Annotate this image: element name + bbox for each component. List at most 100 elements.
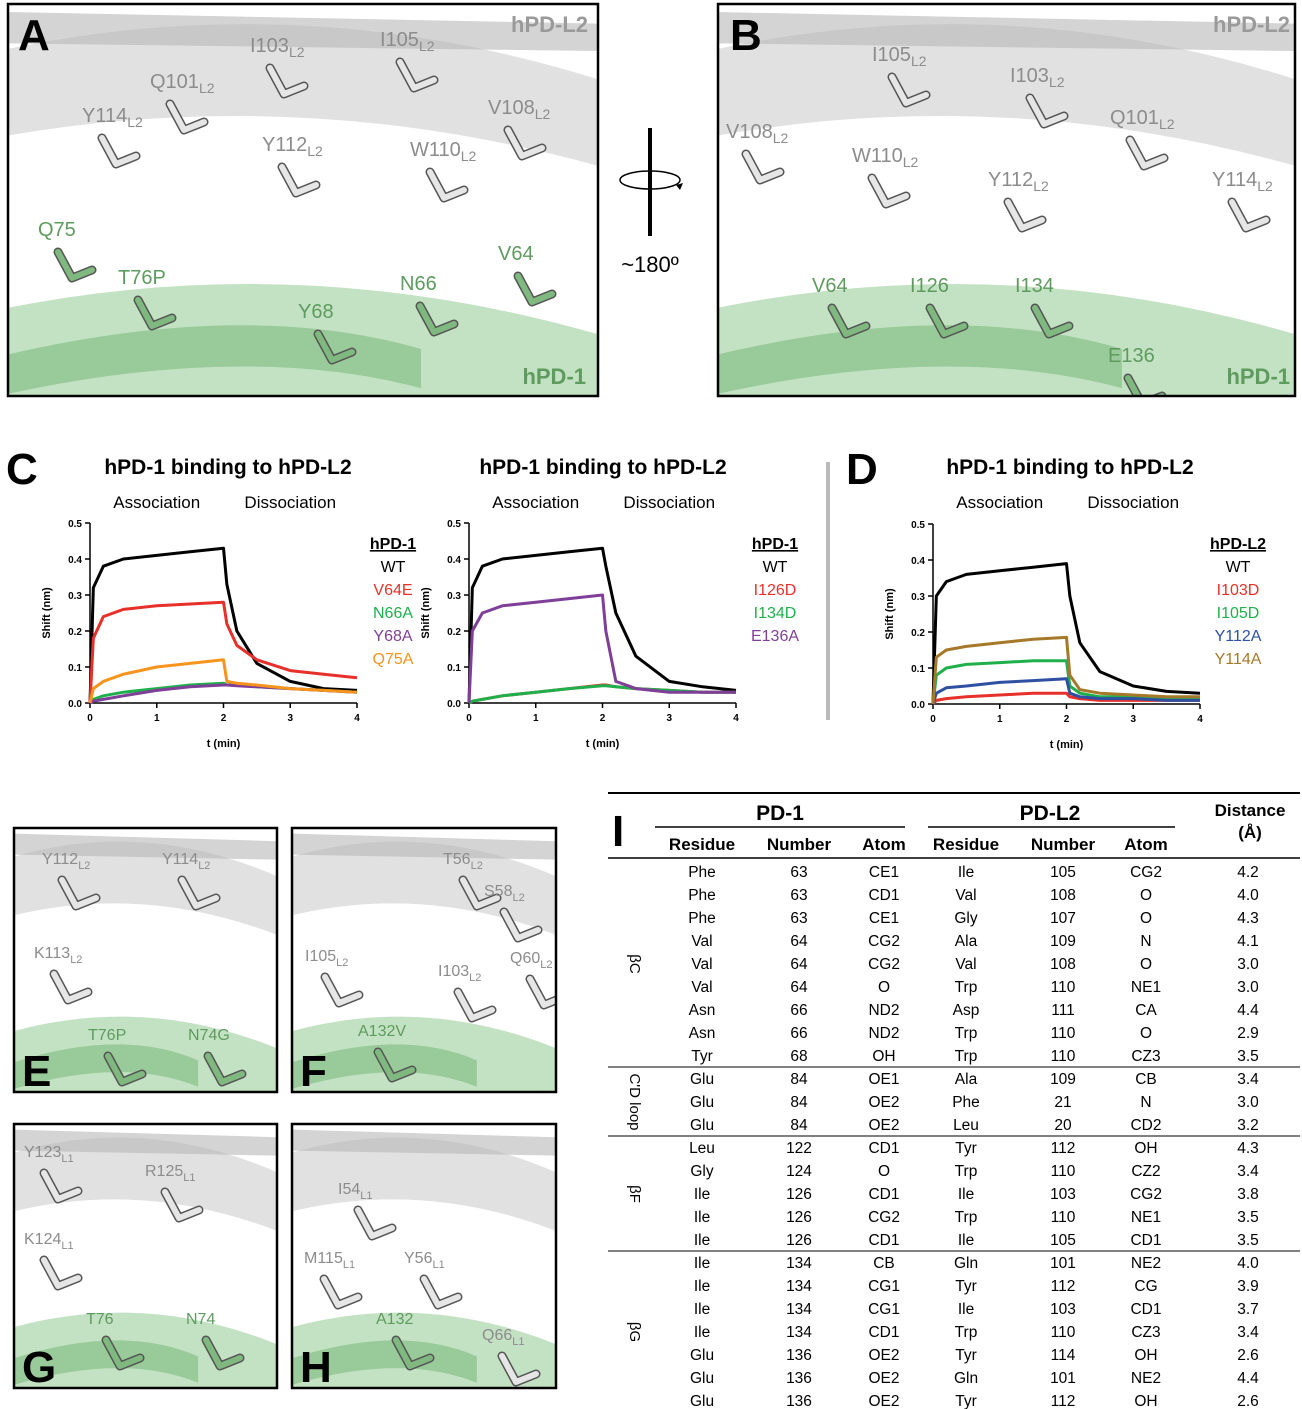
table-cell: 3.8 <box>1237 1186 1259 1203</box>
axes <box>932 524 1200 705</box>
x-tick-label: 0 <box>466 713 472 724</box>
table-cell: O <box>878 979 890 996</box>
y-tick-label: 0.4 <box>911 556 925 567</box>
column-header: Residue <box>933 835 999 854</box>
stick <box>397 59 437 91</box>
table-cell: 110 <box>1051 979 1076 996</box>
table-cell: 111 <box>1051 1002 1075 1019</box>
table-cell: Ala <box>955 933 978 950</box>
residue-subscript: L2 <box>127 114 143 130</box>
residue-subscript: L2 <box>461 148 477 164</box>
table-cell: Gln <box>954 1370 978 1387</box>
table-cell: Asn <box>689 1025 716 1042</box>
y-axis-label: Shift (nm) <box>884 588 896 640</box>
series-line <box>88 658 358 704</box>
residue-subscript: L2 <box>1033 178 1049 194</box>
y-tick-label: 0.3 <box>447 591 461 602</box>
series-line <box>88 546 358 704</box>
residue-subscript: L2 <box>903 154 919 170</box>
residue-subscript: L2 <box>911 53 927 69</box>
legend-entry: I134D <box>754 605 797 622</box>
residue-name: K124 <box>24 1231 61 1248</box>
residue-name: W110 <box>410 139 461 161</box>
table-cell: 64 <box>790 979 808 996</box>
residue-label: K124L1 <box>24 1231 74 1252</box>
table-cell: Val <box>691 979 712 996</box>
x-axis-label: t (min) <box>586 738 620 750</box>
y-tick-label: 0.4 <box>447 555 461 566</box>
residue-label: T76P <box>88 1027 126 1044</box>
residue-label: I134 <box>1015 275 1054 297</box>
residue-label: W110L2 <box>410 139 477 164</box>
table-cell: 136 <box>786 1393 812 1409</box>
residue-name: Q60 <box>510 950 540 967</box>
residue-name: Y114 <box>1212 169 1257 191</box>
table-cell: Leu <box>953 1117 979 1134</box>
structure-image <box>14 1124 277 1388</box>
table-cell: CD1 <box>1130 1301 1161 1318</box>
table-cell: Ile <box>694 1324 710 1341</box>
table-cell: Val <box>955 887 976 904</box>
residue-label: A132 <box>376 1311 413 1328</box>
table-cell: 2.9 <box>1237 1025 1259 1042</box>
residue-subscript: L2 <box>512 892 524 904</box>
table-cell: 4.0 <box>1237 887 1259 904</box>
x-tick-label: 1 <box>997 714 1003 725</box>
residue-subscript: L1 <box>343 1259 355 1271</box>
table-cell: 4.3 <box>1237 910 1259 927</box>
table-cell: Gln <box>954 1255 978 1272</box>
table-cell: CG2 <box>868 1209 900 1226</box>
table-cell: 122 <box>786 1140 812 1157</box>
table-cell: 108 <box>1050 956 1076 973</box>
table-cell: ND2 <box>868 1002 899 1019</box>
residue-subscript: L2 <box>1257 178 1273 194</box>
table-cell: CG2 <box>1130 864 1162 881</box>
residue-subscript: L1 <box>61 1240 73 1252</box>
table-cell: 4.4 <box>1237 1002 1259 1019</box>
table-cell: O <box>1140 1025 1152 1042</box>
stick <box>829 305 869 337</box>
stick <box>315 331 355 363</box>
table-cell: 84 <box>790 1094 808 1111</box>
annotation: Association <box>113 493 200 512</box>
y-tick-label: 0.4 <box>68 555 82 566</box>
table-cell: 110 <box>1051 1324 1076 1341</box>
residue-label: I103L2 <box>1010 65 1065 90</box>
x-tick-label: 3 <box>1130 714 1136 725</box>
x-tick-label: 4 <box>733 713 739 724</box>
table-cell: CZ3 <box>1131 1324 1160 1341</box>
table-cell: O <box>1140 887 1152 904</box>
residue-label: N74 <box>186 1311 215 1328</box>
x-tick-label: 2 <box>600 713 606 724</box>
residue-name: Y112 <box>262 134 307 156</box>
residue-subscript: L2 <box>773 130 789 146</box>
table-cell: CE1 <box>869 864 899 881</box>
residue-label: T76P <box>118 267 166 289</box>
ribbon-grey <box>292 841 556 935</box>
table-cell: 64 <box>790 956 808 973</box>
residue-label: Y123L1 <box>24 1144 74 1165</box>
table-cell: Leu <box>689 1140 715 1157</box>
x-tick-label: 0 <box>87 713 93 724</box>
stick <box>55 249 95 281</box>
residue-label: Q66L1 <box>482 1327 525 1348</box>
panel-letter: F <box>300 1047 327 1096</box>
table-cell: CD1 <box>868 1186 899 1203</box>
stick <box>203 1337 243 1369</box>
panel-letter: E <box>22 1047 51 1096</box>
residue-label: V108L2 <box>726 121 789 146</box>
legend-title: hPD-L2 <box>1210 536 1266 553</box>
table-cell: Tyr <box>955 1347 977 1364</box>
table-cell: Gly <box>954 910 978 927</box>
stick <box>355 1207 395 1239</box>
stick <box>375 1049 415 1081</box>
table-cell: 109 <box>1050 933 1076 950</box>
table-cell: Phe <box>688 910 716 927</box>
table-cell: Trp <box>955 1163 978 1180</box>
table-cell: ND2 <box>868 1025 899 1042</box>
table-cell: 124 <box>786 1163 812 1180</box>
table-cell: 105 <box>1050 1232 1076 1249</box>
table-cell: 112 <box>1051 1278 1076 1295</box>
table-cell: Ile <box>958 864 974 881</box>
residue-name: I103 <box>1010 65 1049 87</box>
